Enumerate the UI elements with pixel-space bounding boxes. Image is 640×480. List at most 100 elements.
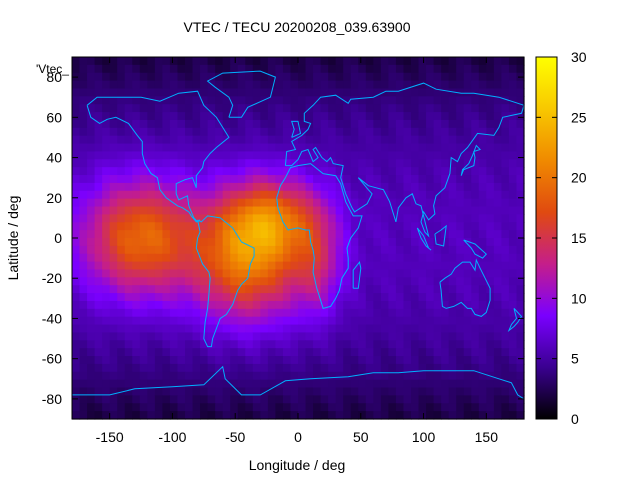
- heatmap-cell: [411, 403, 420, 412]
- heatmap-cell: [373, 261, 382, 271]
- heatmap-cell: [441, 395, 450, 404]
- heatmap-cell: [501, 119, 510, 129]
- heatmap-cell: [177, 238, 186, 247]
- heatmap-cell: [207, 151, 216, 160]
- heatmap-cell: [516, 159, 525, 168]
- heatmap-cell: [139, 379, 148, 389]
- heatmap-cell: [260, 182, 269, 192]
- heatmap-cell: [102, 340, 111, 349]
- heatmap-cell: [290, 57, 299, 66]
- heatmap-cell: [222, 316, 231, 326]
- heatmap-cell: [395, 245, 405, 255]
- heatmap-cell: [260, 308, 269, 318]
- heatmap-cell: [162, 159, 171, 168]
- heatmap-cell: [222, 277, 231, 286]
- heatmap-cell: [185, 293, 194, 302]
- heatmap-cell: [109, 151, 118, 160]
- heatmap-cell: [320, 356, 329, 365]
- heatmap-cell: [328, 395, 337, 404]
- heatmap-cell: [72, 277, 81, 286]
- heatmap-cell: [486, 96, 495, 105]
- heatmap-cell: [222, 238, 231, 247]
- heatmap-cell: [373, 182, 382, 192]
- heatmap-cell: [102, 57, 111, 66]
- heatmap-cell: [245, 411, 254, 420]
- heatmap-cell: [508, 269, 518, 278]
- heatmap-cell: [418, 64, 427, 74]
- heatmap-cell: [222, 80, 231, 90]
- heatmap-cell: [313, 308, 322, 318]
- heatmap-cell: [313, 88, 322, 97]
- heatmap-cell: [365, 175, 374, 184]
- heatmap-cell: [463, 293, 472, 302]
- heatmap-cell: [252, 57, 261, 66]
- heatmap-cell: [463, 356, 472, 365]
- heatmap-cell: [471, 182, 480, 192]
- heatmap-cell: [433, 64, 442, 74]
- heatmap-cell: [222, 332, 231, 341]
- heatmap-cell: [448, 261, 457, 271]
- heatmap-cell: [448, 253, 457, 263]
- heatmap-cell: [433, 316, 442, 326]
- y-tick-label: -80: [42, 391, 62, 407]
- heatmap-cell: [343, 411, 352, 420]
- heatmap-cell: [117, 285, 126, 294]
- heatmap-cell: [192, 411, 201, 420]
- heatmap-cell: [516, 198, 525, 208]
- heatmap-cell: [124, 206, 133, 215]
- heatmap-cell: [373, 411, 382, 420]
- heatmap-cell: [222, 230, 231, 239]
- heatmap-cell: [343, 324, 352, 334]
- heatmap-cell: [335, 371, 344, 381]
- heatmap-cell: [79, 96, 88, 105]
- heatmap-cell: [147, 411, 156, 420]
- heatmap-cell: [380, 80, 389, 90]
- heatmap-cell: [320, 64, 329, 74]
- heatmap-cell: [139, 88, 148, 97]
- heatmap-cell: [456, 127, 465, 137]
- heatmap-cell: [365, 80, 374, 90]
- heatmap-cell: [252, 135, 261, 145]
- heatmap-cell: [335, 167, 344, 176]
- heatmap-cell: [328, 167, 337, 176]
- heatmap-cell: [222, 348, 231, 357]
- heatmap-cell: [87, 72, 96, 82]
- heatmap-cell: [87, 57, 96, 66]
- heatmap-cell: [245, 285, 254, 294]
- heatmap-cell: [508, 112, 518, 121]
- heatmap-cell: [109, 245, 118, 255]
- heatmap-cell: [132, 135, 141, 145]
- heatmap-cell: [162, 206, 171, 215]
- heatmap-cell: [139, 363, 148, 373]
- heatmap-cell: [358, 104, 367, 113]
- heatmap-cell: [298, 57, 307, 66]
- heatmap-cell: [298, 387, 307, 396]
- heatmap-cell: [275, 96, 284, 105]
- heatmap-cell: [365, 253, 374, 263]
- heatmap-cell: [185, 261, 194, 271]
- heatmap-cell: [516, 411, 525, 420]
- heatmap-cell: [328, 222, 337, 231]
- heatmap-cell: [72, 403, 81, 412]
- heatmap-cell: [207, 214, 216, 223]
- heatmap-cell: [426, 356, 435, 365]
- heatmap-cell: [200, 159, 209, 168]
- heatmap-cell: [313, 340, 322, 349]
- heatmap-cell: [177, 230, 186, 239]
- heatmap-cell: [87, 167, 96, 176]
- heatmap-cell: [109, 112, 118, 121]
- heatmap-cell: [411, 135, 420, 145]
- heatmap-cell: [230, 363, 239, 373]
- heatmap-cell: [493, 167, 502, 176]
- heatmap-cell: [486, 403, 495, 412]
- heatmap-cell: [230, 356, 239, 365]
- heatmap-cell: [102, 143, 111, 153]
- heatmap-cell: [192, 230, 201, 239]
- heatmap-cell: [433, 269, 442, 278]
- heatmap-cell: [282, 387, 292, 396]
- heatmap-cell: [388, 261, 397, 271]
- heatmap-cell: [177, 332, 186, 341]
- heatmap-cell: [124, 222, 133, 231]
- heatmap-cell: [403, 277, 412, 286]
